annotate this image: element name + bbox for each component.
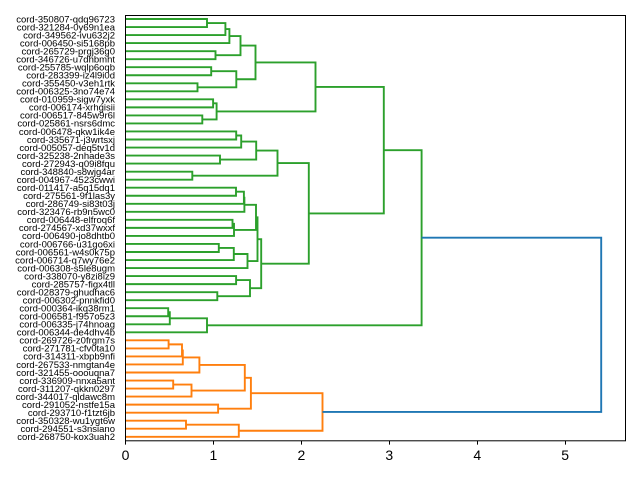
svg-text:cord-006325-3no74e74: cord-006325-3no74e74 xyxy=(16,87,115,98)
svg-text:cord-348840-s8wjg4ar: cord-348840-s8wjg4ar xyxy=(20,167,115,178)
svg-text:cord-283399-iz4l9i0d: cord-283399-iz4l9i0d xyxy=(26,71,115,82)
svg-text:cord-006344-de4dhv4b: cord-006344-de4dhv4b xyxy=(17,328,115,339)
svg-text:cord-028379-ghudhac6: cord-028379-ghudhac6 xyxy=(17,287,115,298)
svg-text:cord-005057-deq5tv1d: cord-005057-deq5tv1d xyxy=(19,143,115,154)
svg-text:cord-293710-f1tzt6jb: cord-293710-f1tzt6jb xyxy=(28,408,115,419)
svg-text:cord-291052-nstfe15a: cord-291052-nstfe15a xyxy=(22,400,116,411)
svg-text:cord-323476-rb9n5wc0: cord-323476-rb9n5wc0 xyxy=(17,207,115,218)
svg-text:cord-272943-q09i8fqu: cord-272943-q09i8fqu xyxy=(22,159,115,170)
svg-text:cord-255785-wqlp6oqb: cord-255785-wqlp6oqb xyxy=(18,63,115,74)
svg-text:cord-006478-qkw1ik4e: cord-006478-qkw1ik4e xyxy=(19,127,115,138)
svg-text:cord-321284-0y69n1ea: cord-321284-0y69n1ea xyxy=(17,22,116,33)
svg-text:cord-355450-v3eh1rtk: cord-355450-v3eh1rtk xyxy=(22,79,115,90)
svg-text:cord-294551-s3nsiano: cord-294551-s3nsiano xyxy=(20,424,115,435)
svg-text:cord-271781-cfv0ta10: cord-271781-cfv0ta10 xyxy=(23,344,115,355)
svg-text:2: 2 xyxy=(298,447,306,463)
svg-text:4: 4 xyxy=(473,447,481,463)
svg-text:cord-335671-j3wrtsxj: cord-335671-j3wrtsxj xyxy=(27,135,115,146)
svg-text:cord-006714-q7wy76e2: cord-006714-q7wy76e2 xyxy=(15,255,115,266)
svg-text:cord-011417-a5q15dq1: cord-011417-a5q15dq1 xyxy=(17,183,115,194)
svg-text:cord-350807-qdq96723: cord-350807-qdq96723 xyxy=(16,14,115,25)
svg-text:cord-325238-2nhade3s: cord-325238-2nhade3s xyxy=(17,151,115,162)
svg-text:cord-275561-9f1las3y: cord-275561-9f1las3y xyxy=(23,191,115,202)
svg-text:cord-006766-u31go6xi: cord-006766-u31go6xi xyxy=(20,239,115,250)
svg-text:cord-338070-y8zi8iz9: cord-338070-y8zi8iz9 xyxy=(24,271,115,282)
svg-text:cord-006561-w4s0k75p: cord-006561-w4s0k75p xyxy=(16,247,115,258)
svg-text:cord-321455-ooouqna7: cord-321455-ooouqna7 xyxy=(16,368,115,379)
svg-text:cord-006308-s5le8ugm: cord-006308-s5le8ugm xyxy=(17,263,115,274)
svg-text:cord-311207-qkkn0297: cord-311207-qkkn0297 xyxy=(18,384,115,395)
svg-text:cord-286749-si83t03j: cord-286749-si83t03j xyxy=(26,199,115,210)
svg-text:3: 3 xyxy=(385,447,393,463)
svg-text:cord-268750-kox3uah2: cord-268750-kox3uah2 xyxy=(17,432,115,443)
svg-text:cord-006302-pnnkfid0: cord-006302-pnnkfid0 xyxy=(23,295,115,306)
svg-text:cord-336909-nnxa5ant: cord-336909-nnxa5ant xyxy=(19,376,115,387)
svg-text:cord-006335-j74hnoag: cord-006335-j74hnoag xyxy=(19,320,115,331)
svg-text:cord-314311-xbpb9nfi: cord-314311-xbpb9nfi xyxy=(23,352,115,363)
svg-text:cord-010959-sigw7yxk: cord-010959-sigw7yxk xyxy=(20,95,115,106)
svg-text:cord-350328-wu1ygt6w: cord-350328-wu1ygt6w xyxy=(16,416,115,427)
svg-text:cord-344017-qldawc8m: cord-344017-qldawc8m xyxy=(16,392,115,403)
svg-text:cord-269726-z0frgm7s: cord-269726-z0frgm7s xyxy=(19,336,115,347)
svg-text:cord-000364-ikq38rm1: cord-000364-ikq38rm1 xyxy=(19,304,115,315)
svg-text:cord-274567-xd37wxxf: cord-274567-xd37wxxf xyxy=(19,223,115,234)
svg-text:cord-349562-ivu632j2: cord-349562-ivu632j2 xyxy=(23,30,115,41)
svg-text:cord-006448-elfroq6f: cord-006448-elfroq6f xyxy=(27,215,116,226)
svg-text:0: 0 xyxy=(122,447,130,463)
svg-text:cord-025861-nsrs6dmc: cord-025861-nsrs6dmc xyxy=(17,119,115,130)
svg-text:cord-006517-845w9r6l: cord-006517-845w9r6l xyxy=(20,111,115,122)
svg-text:cord-006450-si5168pb: cord-006450-si5168pb xyxy=(20,38,115,49)
svg-text:cord-004967-4523cwwi: cord-004967-4523cwwi xyxy=(17,175,115,186)
svg-text:1: 1 xyxy=(210,447,218,463)
svg-text:cord-006174-xrhgisii: cord-006174-xrhgisii xyxy=(29,103,115,114)
svg-text:5: 5 xyxy=(561,447,569,463)
svg-text:cord-006490-jo8dhtb0: cord-006490-jo8dhtb0 xyxy=(22,231,115,242)
svg-text:cord-285757-figx4tll: cord-285757-figx4tll xyxy=(32,279,115,290)
svg-text:cord-006581-f957o5z3: cord-006581-f957o5z3 xyxy=(19,312,115,323)
svg-text:cord-267533-nmgtan4e: cord-267533-nmgtan4e xyxy=(16,360,115,371)
svg-text:cord-346726-u7dhbmht: cord-346726-u7dhbmht xyxy=(16,54,115,65)
svg-text:cord-265729-prgj36g0: cord-265729-prgj36g0 xyxy=(22,46,115,57)
